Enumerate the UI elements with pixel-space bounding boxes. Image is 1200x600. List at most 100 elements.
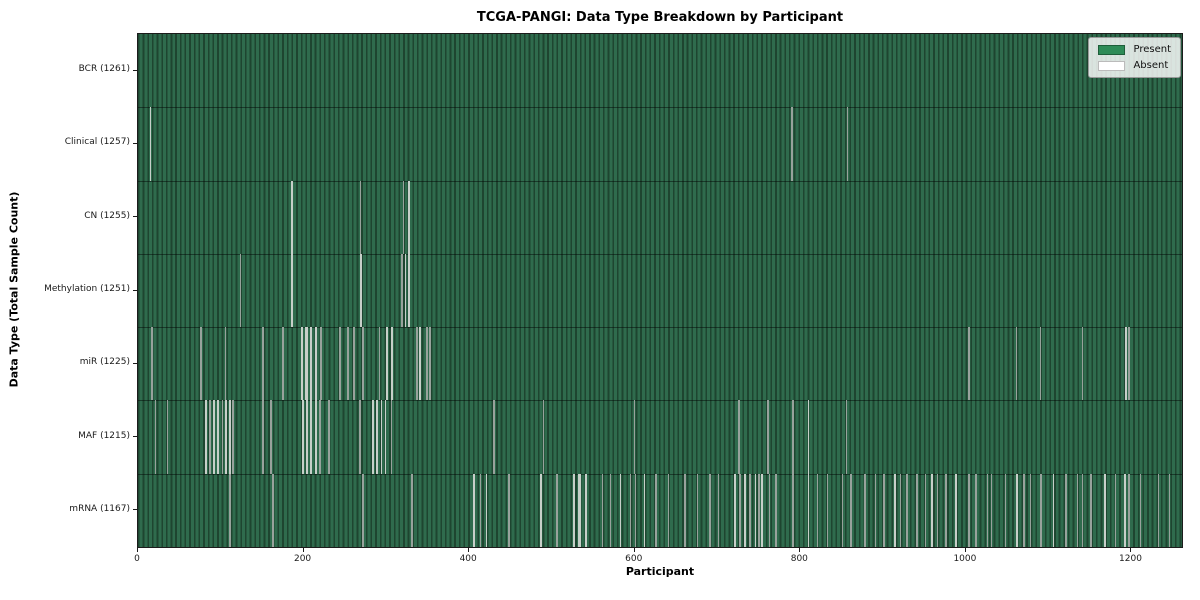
absent-stripe [166,400,169,474]
absent-stripe [426,327,428,401]
absent-stripe [386,327,388,401]
absent-stripe [372,400,374,474]
absent-stripe [229,473,231,547]
absent-stripe [754,473,757,547]
absent-stripe [315,400,317,474]
absent-stripe [391,327,393,401]
absent-stripe [936,473,939,547]
absent-stripe [807,473,810,547]
legend-label: Present [1133,44,1171,55]
absent-stripe [1081,473,1084,547]
x-tick-label: 1200 [1119,554,1142,564]
absent-stripe [1004,473,1007,547]
heatmap-row-maf [138,400,1182,474]
absent-stripe [473,473,475,547]
absent-stripe [1039,327,1042,401]
absent-stripe [850,473,852,547]
absent-stripe [775,473,777,547]
chart-title: TCGA-PANGI: Data Type Breakdown by Parti… [476,10,844,25]
absent-stripe [975,473,977,547]
plot-area [137,33,1183,548]
absent-stripe [807,400,810,474]
absent-stripe [1040,473,1042,547]
absent-stripe [416,327,418,401]
absent-stripe [301,400,304,474]
y-tick-label: Methylation (1251) [44,284,130,294]
absent-stripe [1168,473,1171,547]
absent-stripe [767,400,769,474]
y-tick-label: CN (1255) [84,210,130,221]
absent-stripe [1076,473,1079,547]
absent-stripe [262,400,264,474]
absent-stripe [262,327,264,401]
absent-stripe [1104,473,1106,547]
absent-stripe [359,400,361,474]
absent-stripe [768,473,771,547]
absent-stripe [609,473,612,547]
absent-stripe [217,400,220,474]
absent-stripe [328,400,330,474]
absent-stripe [402,180,405,254]
absent-stripe [990,473,993,547]
absent-stripe [310,327,312,401]
legend-item-absent: Absent [1098,60,1171,71]
absent-stripe [272,473,274,547]
absent-stripe [291,253,293,328]
y-tick-label: miR (1225) [79,357,130,368]
x-axis-label: Participant [625,565,695,578]
legend-item-present: Present [1098,44,1171,55]
y-axis-tick-labels: BCR (1261) Clinical (1257) CN (1255) Methyl… [0,33,130,546]
y-tick-mark [133,69,137,71]
absent-stripe [306,400,308,474]
absent-stripe [224,400,227,474]
absent-stripe [390,400,392,474]
absent-stripe [407,253,410,328]
y-tick-mark [133,362,137,364]
absent-stripe [655,473,657,547]
absent-stripe [1016,473,1019,547]
absent-stripe [200,327,202,401]
absent-stripe [239,253,242,328]
absent-stripe [305,327,308,401]
heatmap-row-bcr [138,34,1182,108]
absent-stripe [931,473,933,547]
absent-stripe [270,400,272,474]
absent-stripe [634,473,637,547]
x-tick-label: 0 [134,554,140,564]
heatmap-row-clinical [138,107,1182,181]
absent-stripe [419,327,422,401]
absent-stripe [968,473,970,547]
absent-stripe [893,473,896,547]
x-tick-label: 600 [625,554,643,564]
absent-stripe [643,473,646,547]
y-tick-mark [133,216,137,218]
absent-stripe [301,327,303,401]
absent-stripe [684,473,686,547]
x-tick-mark [799,548,801,552]
absent-stripe [291,180,293,254]
absent-stripe [945,473,947,547]
absent-stripe [404,253,407,328]
absent-stripe [1015,327,1018,401]
absent-stripe [874,473,877,547]
x-tick-label: 200 [293,554,312,564]
absent-stripe [1090,473,1092,547]
x-tick-mark [468,548,470,552]
absent-stripe [968,327,970,401]
absent-stripe [209,400,211,474]
absent-stripe [315,327,317,401]
absent-stripe [578,473,581,547]
absent-stripe [221,400,224,474]
absent-stripe [479,473,482,547]
x-tick-mark [633,548,635,552]
legend-label: Absent [1133,60,1169,71]
absent-stripe [749,473,751,547]
absent-stripe [924,473,927,547]
absent-stripe [378,327,381,401]
absent-stripe [761,473,764,547]
x-tick-mark [1130,548,1132,552]
y-tick-label: BCR (1261) [78,64,130,75]
absent-stripe [883,473,885,547]
absent-stripe [229,400,231,474]
absent-stripe [407,180,410,254]
